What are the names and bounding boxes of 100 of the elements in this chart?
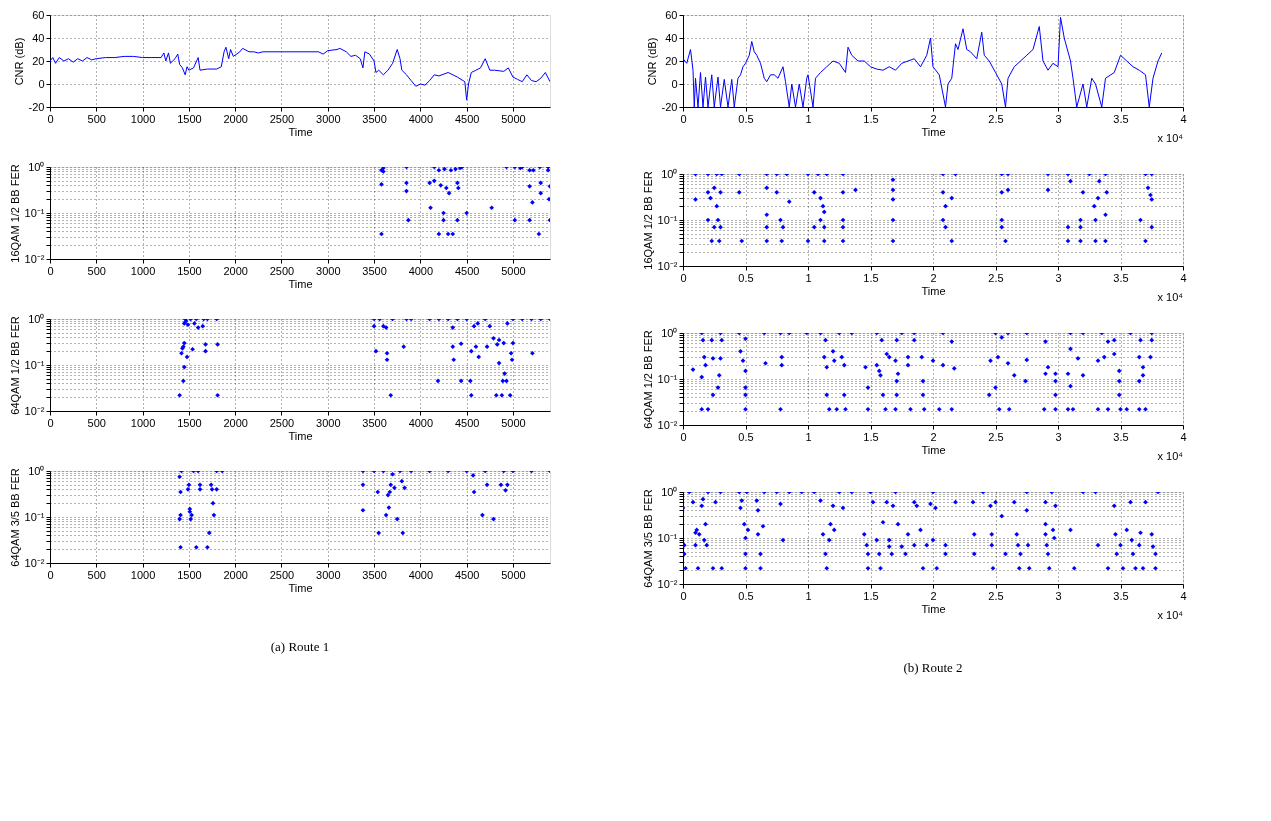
x-tick-label: 500 [87,568,106,581]
point [538,180,544,186]
x-axis-title: Time [921,443,946,456]
line-series [50,46,550,101]
point [427,180,432,186]
y-tick-label: 10⁻² [24,404,45,417]
x-tick-label: 3.5 [1113,271,1129,284]
point [545,167,550,173]
line-series [683,16,1163,107]
y-axis-title: 64QAM 3/5 BB FER [641,489,654,588]
point [436,231,442,237]
y-axis-title: 64QAM 1/2 BB FER [641,330,654,429]
y-tick-label: 10⁻¹ [24,510,45,523]
x-tick-label: 1000 [130,264,156,277]
text: (b) Route 2 [903,660,963,675]
y-tick-label: 10⁰ [661,326,678,339]
x-tick-label: 1.5 [863,430,879,443]
y-axis-title: CNR (dB) [645,37,658,86]
x-tick-label: 3500 [362,112,387,125]
x-tick-label: 2000 [223,568,248,581]
x-tick-label: 2500 [269,416,295,429]
point [443,185,449,191]
x-tick-label: 0 [47,568,54,581]
point [527,183,532,189]
y-tick-label: 10⁰ [28,464,45,477]
x-tick-label: 1000 [130,416,156,429]
y-tick-label: 10⁻² [657,418,678,431]
x-tick-label: 4 [1180,271,1187,284]
point [455,217,460,223]
x-tick-label: 1000 [130,568,156,581]
x-tick-label: 3.5 [1113,430,1129,443]
point [455,185,461,191]
text: x 10⁴ [1157,450,1184,462]
x-tick-label: 1000 [130,112,156,125]
point [538,190,544,196]
x-axis-title: Time [288,277,313,290]
x-tick-label: 5000 [501,568,526,581]
x-tick-label: 1 [805,589,812,602]
x-tick-label: 1 [805,112,812,125]
x-tick-label: 2 [930,589,937,602]
x-tick-label: 2.5 [988,112,1004,125]
x-tick-label: 3 [1055,589,1062,602]
x-tick-label: 1500 [177,264,202,277]
point [438,182,444,188]
x-tick-label: 2000 [223,264,248,277]
point [448,167,454,173]
x-tick-label: 2 [930,430,937,443]
x-tick-label: 3500 [362,264,387,277]
x-tick-label: 4500 [454,112,480,125]
x-tick-label: 4500 [454,264,480,277]
text: x 10⁴ [1157,291,1184,303]
x-tick-label: 0 [680,271,687,284]
x-tick-label: 1500 [177,568,202,581]
x-tick-label: 3000 [316,112,341,125]
x-tick-label: 0 [47,416,54,429]
y-tick-label: 40 [32,31,45,44]
point [455,180,460,186]
point [527,217,532,223]
x-tick-label: 2500 [269,264,295,277]
x-tick-label: 4000 [408,568,434,581]
point [489,205,495,211]
x-tick-label: 2.5 [988,430,1004,443]
x-tick-label: 0.5 [738,589,754,602]
y-tick-label: 0 [38,77,45,90]
x-tick-label: 500 [87,416,106,429]
x-tick-label: 0 [680,589,687,602]
point [405,217,411,223]
y-tick-label: 20 [665,54,678,67]
x-tick-label: 2500 [269,112,295,125]
y-tick-label: 10⁻² [24,252,45,265]
x-tick-label: 1500 [177,416,202,429]
x-tick-label: 4 [1180,430,1187,443]
y-axis-title: 64QAM 3/5 BB FER [8,468,21,567]
x-tick-label: 2500 [269,568,295,581]
x-tick-label: 1.5 [863,112,879,125]
x-tick-label: 0.5 [738,112,754,125]
point [431,178,437,184]
x-tick-label: 4500 [454,568,480,581]
point [530,167,536,173]
x-tick-label: 3000 [316,568,341,581]
x-tick-label: 1 [805,271,812,284]
x-tick-label: 3500 [362,568,387,581]
x-tick-label: 0 [47,112,54,125]
point [379,181,384,187]
y-tick-label: 10⁻² [657,259,678,272]
x-tick-label: 0 [680,112,687,125]
x-tick-label: 4 [1180,112,1187,125]
y-tick-label: 10⁰ [661,167,678,180]
x-tick-label: 0.5 [738,271,754,284]
x-tick-label: 3000 [316,416,341,429]
y-tick-label: 10⁻¹ [657,213,678,226]
y-axis-title: 64QAM 1/2 BB FER [8,316,21,415]
x-tick-label: 2 [930,112,937,125]
y-tick-label: 10⁰ [661,485,678,498]
y-tick-label: 10⁰ [28,312,45,325]
text: x 10⁴ [1157,132,1184,144]
y-tick-label: 60 [665,8,678,21]
x-axis-title: Time [288,429,313,442]
x-axis-title: Time [921,602,946,615]
x-tick-label: 500 [87,264,106,277]
